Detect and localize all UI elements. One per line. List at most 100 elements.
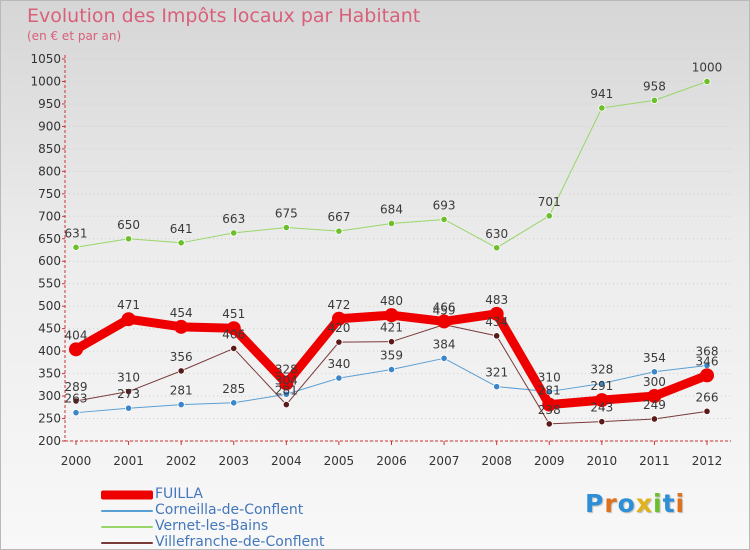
x-tick-label: 2008 bbox=[481, 454, 512, 468]
y-tick-label: 300 bbox=[38, 389, 61, 403]
data-label: 630 bbox=[485, 227, 508, 241]
data-point bbox=[177, 400, 185, 409]
legend-item: FUILLA bbox=[101, 486, 361, 503]
data-label: 384 bbox=[433, 337, 456, 351]
data-point bbox=[335, 374, 343, 382]
y-tick-label: 1000 bbox=[30, 74, 61, 88]
logo-letter: x bbox=[635, 489, 653, 518]
data-point bbox=[703, 407, 711, 415]
data-point bbox=[384, 308, 399, 323]
data-label: 466 bbox=[433, 300, 456, 314]
data-label: 701 bbox=[538, 195, 561, 209]
data-label: 958 bbox=[643, 79, 666, 93]
data-point bbox=[594, 393, 609, 408]
logo-letter: P bbox=[585, 489, 605, 518]
y-tick-label: 950 bbox=[38, 97, 61, 111]
x-tick-label: 2002 bbox=[166, 454, 197, 468]
legend-swatch bbox=[101, 526, 153, 528]
data-point bbox=[124, 235, 133, 243]
data-point bbox=[69, 342, 83, 357]
data-point bbox=[282, 390, 290, 398]
y-tick-label: 200 bbox=[38, 434, 61, 448]
data-point bbox=[230, 229, 238, 237]
data-point bbox=[647, 389, 662, 404]
data-label: 675 bbox=[275, 207, 298, 221]
x-tick-label: 2000 bbox=[61, 454, 92, 468]
data-label: 641 bbox=[170, 222, 193, 236]
data-label: 356 bbox=[170, 350, 193, 364]
data-point bbox=[124, 404, 133, 412]
data-point bbox=[72, 243, 80, 251]
data-point bbox=[331, 311, 346, 326]
data-label: 310 bbox=[117, 371, 140, 385]
x-tick-label: 2004 bbox=[271, 454, 302, 468]
data-point bbox=[440, 354, 448, 362]
data-label: 304 bbox=[275, 373, 298, 387]
data-point bbox=[542, 397, 557, 412]
data-label: 434 bbox=[485, 315, 508, 329]
data-point bbox=[230, 399, 238, 407]
data-label: 281 bbox=[170, 384, 193, 398]
data-label: 285 bbox=[222, 382, 245, 396]
data-point bbox=[124, 387, 133, 396]
legend-label: Vernet-les-Bains bbox=[155, 518, 269, 534]
y-tick-label: 550 bbox=[38, 277, 61, 291]
data-point bbox=[703, 77, 711, 86]
data-label: 472 bbox=[327, 298, 350, 312]
x-tick-label: 2005 bbox=[324, 454, 355, 468]
legend-item: Villefranche-de-Conflent bbox=[101, 534, 361, 550]
legend-label: Villefranche-de-Conflent bbox=[155, 534, 325, 550]
data-label: 328 bbox=[590, 362, 613, 376]
data-point bbox=[174, 319, 189, 334]
data-label: 328 bbox=[275, 362, 298, 376]
x-tick-label: 2006 bbox=[376, 454, 407, 468]
x-tick-label: 2012 bbox=[692, 454, 723, 468]
legend-swatch bbox=[101, 510, 153, 512]
data-label: 650 bbox=[117, 218, 140, 232]
data-point bbox=[387, 219, 396, 228]
data-label: 289 bbox=[65, 380, 88, 394]
x-tick-label: 2010 bbox=[587, 454, 618, 468]
data-point bbox=[121, 312, 136, 327]
data-point bbox=[700, 368, 714, 383]
data-label: 454 bbox=[170, 306, 193, 320]
chart-title: Evolution des Impôts locaux par Habitant bbox=[27, 5, 421, 27]
data-label: 281 bbox=[538, 384, 561, 398]
data-point bbox=[177, 367, 185, 375]
y-tick-label: 450 bbox=[38, 322, 61, 336]
data-point bbox=[545, 212, 553, 220]
data-point bbox=[335, 338, 343, 346]
data-label: 238 bbox=[538, 403, 561, 417]
data-point bbox=[493, 332, 501, 340]
logo-letter: i bbox=[653, 489, 663, 518]
data-label: 300 bbox=[643, 375, 666, 389]
data-point bbox=[177, 239, 185, 247]
x-tick-label: 2007 bbox=[429, 454, 460, 468]
data-label: 684 bbox=[380, 202, 403, 216]
y-tick-label: 750 bbox=[38, 187, 61, 201]
x-tick-label: 2009 bbox=[534, 454, 565, 468]
y-tick-label: 850 bbox=[38, 142, 61, 156]
data-point bbox=[72, 409, 80, 417]
data-label: 459 bbox=[433, 304, 456, 318]
data-label: 420 bbox=[327, 321, 350, 335]
x-tick-label: 2011 bbox=[639, 454, 670, 468]
x-tick-label: 2003 bbox=[218, 454, 249, 468]
data-label: 368 bbox=[696, 344, 719, 358]
data-point bbox=[598, 418, 606, 426]
y-tick-label: 700 bbox=[38, 209, 61, 223]
data-label: 249 bbox=[643, 398, 666, 412]
data-label: 631 bbox=[65, 226, 88, 240]
data-point bbox=[230, 344, 238, 353]
y-tick-label: 1050 bbox=[30, 52, 61, 66]
proxiti-logo: Proxiti bbox=[585, 489, 685, 518]
data-label: 273 bbox=[117, 387, 140, 401]
legend-label: FUILLA bbox=[155, 486, 203, 502]
data-label: 266 bbox=[696, 390, 719, 404]
data-point bbox=[545, 420, 553, 428]
data-point bbox=[282, 223, 290, 232]
data-label: 667 bbox=[327, 210, 350, 224]
data-label: 693 bbox=[433, 198, 456, 212]
